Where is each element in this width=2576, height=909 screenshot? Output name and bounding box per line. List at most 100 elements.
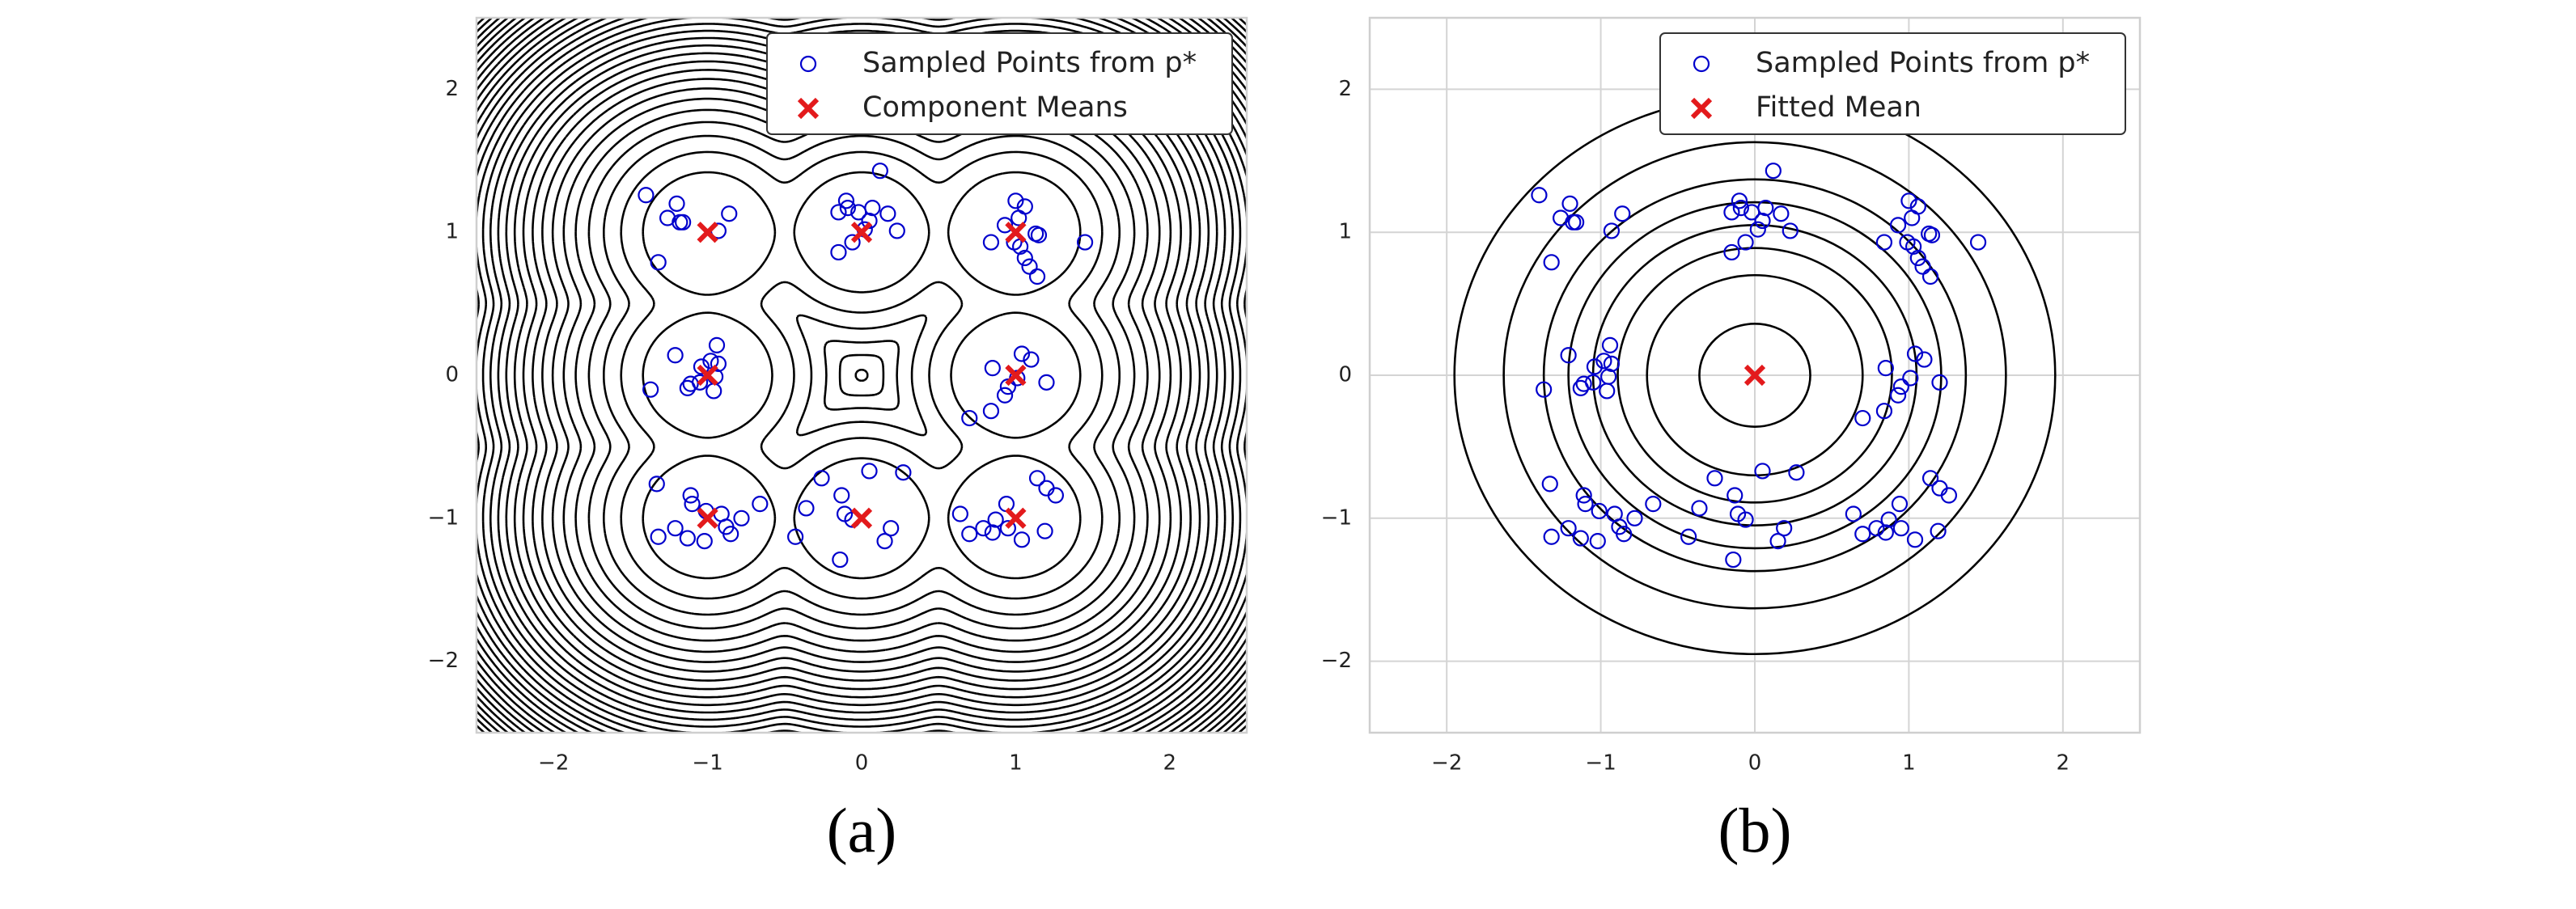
sample-point <box>1038 374 1055 391</box>
sample-point <box>832 551 849 569</box>
sample-point <box>844 234 861 251</box>
contour <box>1616 247 1893 504</box>
sample-point <box>1572 379 1589 397</box>
sample-point <box>650 254 667 271</box>
sample-point <box>1731 192 1748 209</box>
sample-point <box>1754 212 1771 230</box>
sample-point <box>1725 551 1742 569</box>
sample-point <box>733 509 750 526</box>
sample-point <box>987 511 1004 528</box>
x-tick-label: −2 <box>538 751 569 776</box>
contour <box>477 18 1247 733</box>
sample-point <box>1028 268 1046 285</box>
sample-point <box>861 212 878 230</box>
sample-point <box>1889 387 1907 404</box>
sample-point <box>1601 336 1619 353</box>
sample-point <box>693 358 710 375</box>
sample-point <box>1030 226 1048 243</box>
legend-marker <box>797 97 820 120</box>
sample-point <box>1575 487 1592 504</box>
contour <box>477 18 1247 733</box>
sample-point <box>999 520 1016 537</box>
legend-label: Fitted Mean <box>1756 91 1921 124</box>
sample-point <box>650 528 667 545</box>
y-tick-label: 0 <box>1338 363 1352 387</box>
sample-point <box>830 204 847 221</box>
sample-point <box>1868 520 1885 537</box>
sample-point <box>1645 496 1662 513</box>
x-tick-label: 1 <box>1902 751 1916 776</box>
mean-marker <box>850 507 873 529</box>
contour <box>620 150 1104 600</box>
contour <box>1502 141 2007 610</box>
sample-point <box>864 200 881 217</box>
sample-point <box>1749 221 1766 238</box>
sample-point <box>1765 163 1782 180</box>
mean-marker <box>697 364 718 387</box>
sample-point <box>1560 520 1577 537</box>
sample-point <box>1572 530 1589 547</box>
sample-point <box>1036 522 1053 539</box>
sample-point <box>879 205 896 222</box>
legend-marker <box>1693 55 1710 73</box>
x-tick-label: 0 <box>855 751 869 776</box>
sample-point <box>1754 463 1771 480</box>
sample-point <box>1892 520 1909 537</box>
plot-frame <box>1368 16 2142 734</box>
sample-point <box>667 347 684 364</box>
sample-point <box>961 409 978 427</box>
sample-point <box>1023 351 1040 368</box>
sample-point <box>1931 374 1948 391</box>
contour <box>477 18 1247 733</box>
sample-point <box>1782 222 1799 239</box>
sample-point <box>999 378 1016 395</box>
sample-point <box>982 234 1000 251</box>
y-tick-label: 0 <box>445 363 459 387</box>
series <box>1743 364 1766 387</box>
sample-point <box>1010 209 1027 226</box>
sample-point <box>1616 526 1633 543</box>
x-tick-label: 2 <box>2057 751 2070 776</box>
sample-point <box>1845 505 1862 522</box>
sample-point <box>648 476 665 493</box>
sample-point <box>895 464 912 481</box>
sample-point <box>1603 355 1621 372</box>
plot-area <box>477 18 1247 733</box>
sample-point <box>1531 187 1548 204</box>
contour <box>1542 178 1968 573</box>
subplot: −2 −1 0 1 2 −2 −1 0 1 2 Sampled Points from p* Fitt… <box>1321 16 2142 865</box>
contour <box>1698 323 1811 428</box>
series <box>638 163 1094 569</box>
sample-point <box>679 530 696 547</box>
sample-point <box>1723 243 1740 261</box>
sample-point <box>984 360 1001 377</box>
sample-point <box>1575 375 1592 392</box>
x-tick-label: −1 <box>692 751 722 776</box>
sample-point <box>1757 200 1774 217</box>
sample-point <box>837 192 855 209</box>
sample-point <box>638 187 655 204</box>
mean-marker <box>697 222 718 243</box>
legend-label: Component Means <box>862 91 1128 124</box>
sample-point <box>1561 195 1578 212</box>
sample-point <box>813 470 830 487</box>
sample-point <box>871 163 888 180</box>
sample-point <box>1921 268 1939 285</box>
sample-point <box>684 496 701 513</box>
y-tick-label: 2 <box>1338 77 1352 101</box>
mean-marker <box>1005 364 1027 387</box>
sample-point <box>721 205 738 222</box>
sample-point <box>798 500 815 517</box>
sample-point <box>1904 209 1921 226</box>
sample-point <box>1875 234 1893 251</box>
sample-point <box>722 526 739 543</box>
sample-point <box>1902 370 1919 387</box>
sample-point <box>1732 200 1749 217</box>
sample-point <box>1727 487 1743 504</box>
sample-point <box>1013 531 1031 548</box>
sample-point <box>1589 532 1606 550</box>
contour <box>477 18 1247 733</box>
x-tick-label: 2 <box>1163 751 1177 776</box>
